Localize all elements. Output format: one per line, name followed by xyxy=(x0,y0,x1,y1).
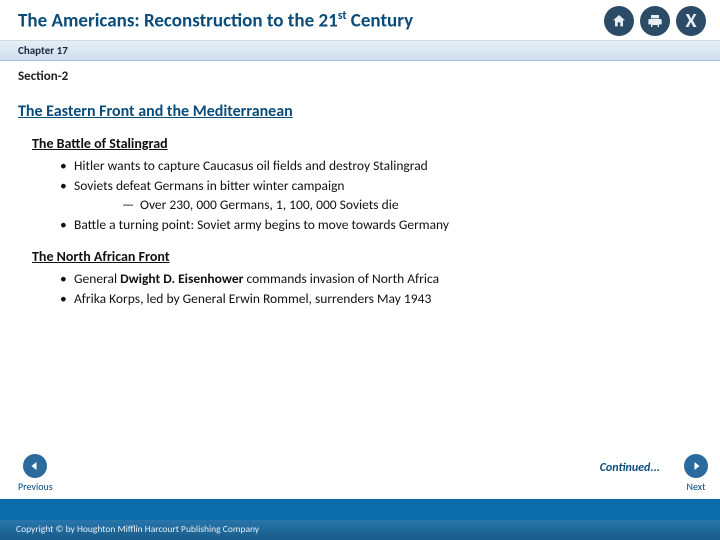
section-label: Section-2 xyxy=(18,69,702,84)
bold-name: Dwight D. Eisenhower xyxy=(120,270,243,287)
bullet-item: Afrika Korps, led by General Erwin Romme… xyxy=(60,289,702,309)
bullet-list: General Dwight D. Eisenhower commands in… xyxy=(60,269,702,308)
bullet-item: General Dwight D. Eisenhower commands in… xyxy=(60,269,702,289)
previous-button[interactable]: Previous xyxy=(18,454,53,493)
content-panel: Section-2 The Eastern Front and the Medi… xyxy=(0,61,720,499)
title-sup: st xyxy=(338,9,347,23)
previous-icon xyxy=(23,454,47,478)
bullet-list: Hitler wants to capture Caucasus oil fie… xyxy=(60,156,702,195)
title-prefix: The Americans: Reconstruction to the 21 xyxy=(18,10,338,33)
header-bar: The Americans: Reconstruction to the 21s… xyxy=(0,0,720,41)
header-icons: X xyxy=(604,6,706,36)
chapter-label: Chapter 17 xyxy=(0,41,720,61)
topic-stalingrad: The Battle of Stalingrad Hitler wants to… xyxy=(32,135,702,234)
page-title: The Americans: Reconstruction to the 21s… xyxy=(18,9,413,32)
close-x-glyph: X xyxy=(685,11,696,31)
next-button[interactable]: Next xyxy=(684,454,708,493)
bullet-item: Soviets defeat Germans in bitter winter … xyxy=(60,176,702,196)
bullet-item: Hitler wants to capture Caucasus oil fie… xyxy=(60,156,702,176)
next-label: Next xyxy=(687,480,706,493)
footer-copyright: Copyright © by Houghton Mifflin Harcourt… xyxy=(0,520,720,540)
continued-label: Continued... xyxy=(600,461,660,475)
topic-north-africa: The North African Front General Dwight D… xyxy=(32,248,702,308)
close-icon[interactable]: X xyxy=(676,6,706,36)
bullet-list: Battle a turning point: Soviet army begi… xyxy=(60,215,702,235)
home-icon[interactable] xyxy=(604,6,634,36)
topic-title: The North African Front xyxy=(32,248,702,265)
title-suffix: Century xyxy=(347,10,414,33)
sub-bullet: Over 230, 000 Germans, 1, 100, 000 Sovie… xyxy=(122,195,702,215)
next-icon xyxy=(684,454,708,478)
previous-label: Previous xyxy=(18,480,53,493)
print-icon[interactable] xyxy=(640,6,670,36)
bullet-item: Battle a turning point: Soviet army begi… xyxy=(60,215,702,235)
topic-title: The Battle of Stalingrad xyxy=(32,135,702,152)
section-heading: The Eastern Front and the Mediterranean xyxy=(18,102,702,121)
